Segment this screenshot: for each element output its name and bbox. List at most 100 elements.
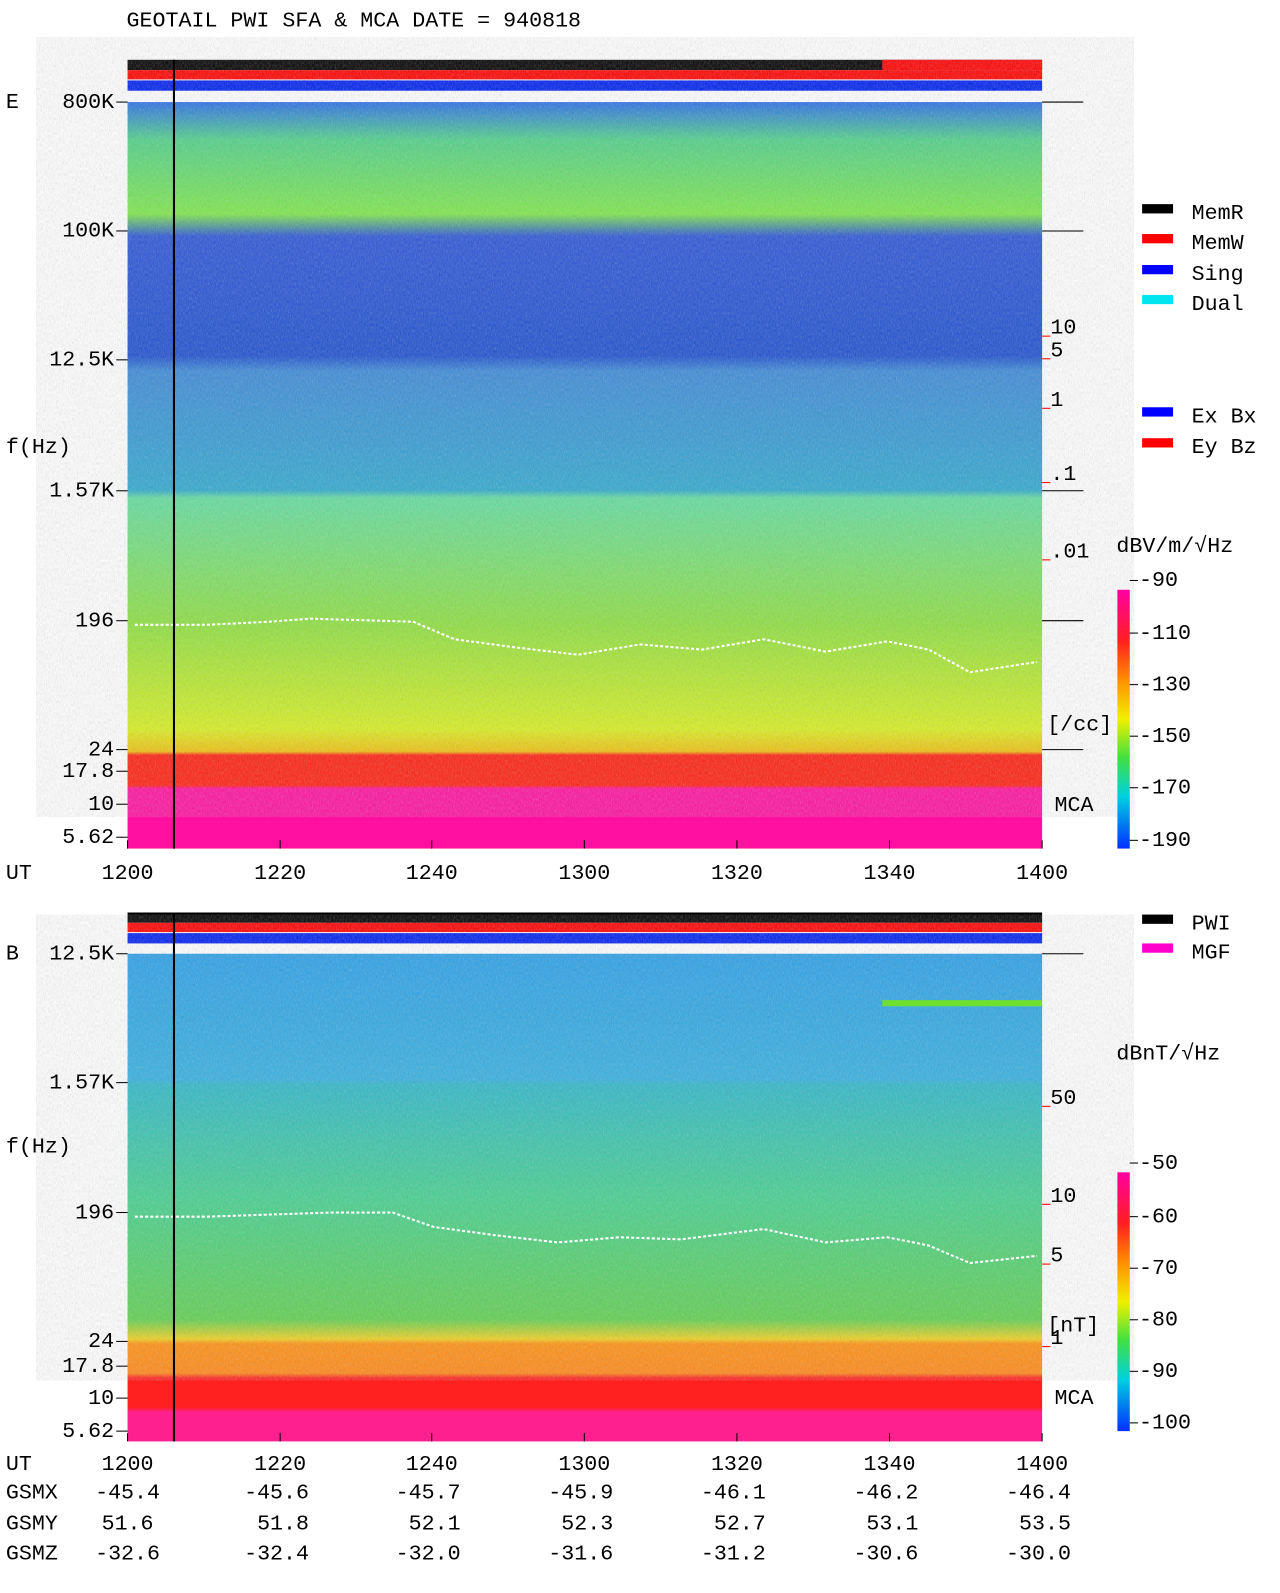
ephemeris-value: -45.9 (548, 1481, 613, 1506)
ephemeris-value: -30.6 (853, 1542, 918, 1567)
x-tick-label: 1240 (406, 1452, 458, 1477)
status-bar (127, 912, 1043, 923)
legend-label: Sing (1192, 262, 1244, 287)
ephemeris-value: -31.2 (701, 1542, 766, 1567)
y-tick-label: 17.8 (62, 1354, 114, 1379)
legend-label: MemW (1192, 231, 1244, 256)
ephemeris-name: GSMX (6, 1481, 58, 1506)
ephemeris-value: -46.4 (1006, 1481, 1071, 1506)
colorbar-label: dBV/m/√Hz (1116, 534, 1233, 559)
y-axis-label: f(Hz) (6, 1134, 71, 1159)
ephemeris-value: 51.8 (257, 1512, 309, 1537)
legend-label: MGF (1192, 940, 1231, 965)
ephemeris-value: -46.1 (701, 1481, 766, 1506)
colorbar-tick-label: -190 (1139, 828, 1191, 853)
x-tick-label: 1220 (254, 1452, 306, 1477)
colorbar-label: dBnT/√Hz (1116, 1041, 1220, 1066)
status-bar (127, 933, 1043, 944)
colorbar-tick-label: -70 (1139, 1256, 1178, 1281)
x-tick-label: 1320 (711, 861, 763, 886)
ephemeris-name: GSMZ (6, 1542, 58, 1567)
x-tick-label: 1340 (864, 1452, 916, 1477)
mca-label: MCA (1054, 793, 1093, 818)
colorbar-tick-label: -100 (1139, 1411, 1191, 1436)
x-axis-label: UT (6, 1452, 32, 1477)
y-axis-label: f(Hz) (6, 435, 71, 460)
legend-swatch (1142, 438, 1174, 448)
x-tick-label: 1200 (102, 1452, 154, 1477)
status-bar (127, 922, 1043, 933)
legend-swatch (1142, 264, 1174, 275)
colorbar-tick-label: -80 (1139, 1307, 1178, 1332)
legend-label: PWI (1192, 912, 1231, 937)
plasma-line (134, 617, 1038, 674)
y-tick-label: 10 (88, 1386, 114, 1411)
legend-label: MemR (1192, 201, 1244, 226)
status-bar (127, 80, 1043, 91)
legend-label: Ey Bz (1192, 435, 1257, 460)
legend-swatch (1142, 234, 1174, 244)
density-tick-label: 5 (1050, 1244, 1063, 1269)
status-bar (127, 70, 1043, 80)
colorbar-tick-label: -90 (1139, 568, 1178, 593)
x-tick-label: 1320 (711, 1452, 763, 1477)
colorbar-tick-label: -90 (1139, 1359, 1178, 1384)
x-tick-label: 1400 (1016, 1452, 1068, 1477)
y-tick-label: 1.57K (49, 479, 114, 504)
density-tick-label: 10 (1050, 316, 1076, 341)
y-tick-label: 24 (88, 1329, 114, 1354)
ephemeris-value: -30.0 (1006, 1542, 1071, 1567)
ephemeris-value: 52.7 (714, 1512, 766, 1537)
density-tick-label: 1 (1050, 1326, 1063, 1351)
legend-swatch (1142, 204, 1174, 214)
ephemeris-value: 52.1 (409, 1512, 461, 1537)
panel-label: B (6, 941, 19, 966)
ephemeris-value: 53.5 (1019, 1512, 1071, 1537)
x-tick-label: 1300 (558, 1452, 610, 1477)
title: GEOTAIL PWI SFA & MCA DATE = 940818 (127, 8, 582, 33)
status-bar (882, 59, 1043, 71)
panel-label: E (6, 90, 19, 115)
x-tick-label: 1220 (254, 861, 306, 886)
x-tick-label: 1340 (864, 861, 916, 886)
ephemeris-value: -46.2 (853, 1481, 918, 1506)
y-tick-label: 10 (88, 792, 114, 817)
mca-label: MCA (1054, 1386, 1093, 1411)
ephemeris-value: -45.7 (396, 1481, 461, 1506)
y-tick-label: 12.5K (49, 348, 114, 373)
x-tick-label: 1240 (406, 861, 458, 886)
plasma-line (134, 1211, 1038, 1265)
y-tick-label: 196 (75, 608, 114, 633)
ephemeris-name: GSMY (6, 1512, 58, 1537)
y-tick-label: 5.62 (62, 825, 114, 850)
spectrogram-texture (127, 102, 1043, 752)
ephemeris-value: -32.0 (396, 1542, 461, 1567)
y-tick-label: 5.62 (62, 1419, 114, 1444)
colorbar-tick-label: -130 (1139, 672, 1191, 697)
legend-swatch (1142, 943, 1174, 953)
density-unit: [/cc] (1047, 713, 1112, 738)
y-tick-label: 100K (62, 219, 114, 244)
colorbar-tick-label: -110 (1139, 621, 1191, 646)
colorbar-tick-label: -150 (1139, 724, 1191, 749)
spectrogram-line (882, 1000, 1043, 1007)
legend-swatch (1142, 914, 1174, 924)
ephemeris-value: 53.1 (866, 1512, 918, 1537)
y-tick-label: 1.57K (49, 1070, 114, 1095)
density-tick-label: 5 (1050, 338, 1063, 363)
colorbar-tick-label: -170 (1139, 775, 1191, 800)
y-tick-label: 196 (75, 1200, 114, 1225)
spectrogram-texture (127, 953, 1043, 1342)
colorbar-tick-label: -60 (1139, 1204, 1178, 1229)
legend-swatch (1142, 407, 1174, 417)
legend-label: Dual (1192, 292, 1244, 317)
y-tick-label: 24 (88, 737, 114, 762)
ephemeris-value: -32.6 (95, 1542, 160, 1567)
colorbar (1117, 1172, 1130, 1432)
x-tick-label: 1400 (1016, 861, 1068, 886)
ephemeris-value: -45.6 (244, 1481, 309, 1506)
y-tick-label: 17.8 (62, 759, 114, 784)
density-tick-label: .01 (1050, 539, 1089, 564)
y-tick-label: 800K (62, 90, 114, 115)
